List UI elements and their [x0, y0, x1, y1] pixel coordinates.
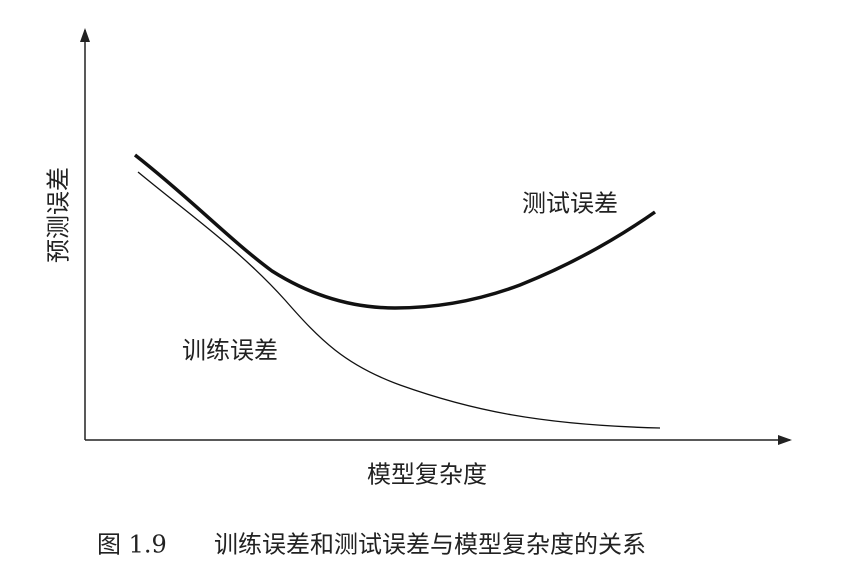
x-axis-label: 模型复杂度 — [367, 461, 487, 489]
train-error-curve — [137, 171, 661, 429]
test-error-curve — [133, 153, 657, 310]
test-error-label: 测试误差 — [522, 190, 618, 218]
train-error-label: 训练误差 — [182, 337, 278, 365]
caption-text: 训练误差和测试误差与模型复杂度的关系 — [214, 531, 646, 559]
caption-number: 图 1.9 — [97, 531, 167, 559]
y-axis-label: 预测误差 — [45, 167, 73, 263]
